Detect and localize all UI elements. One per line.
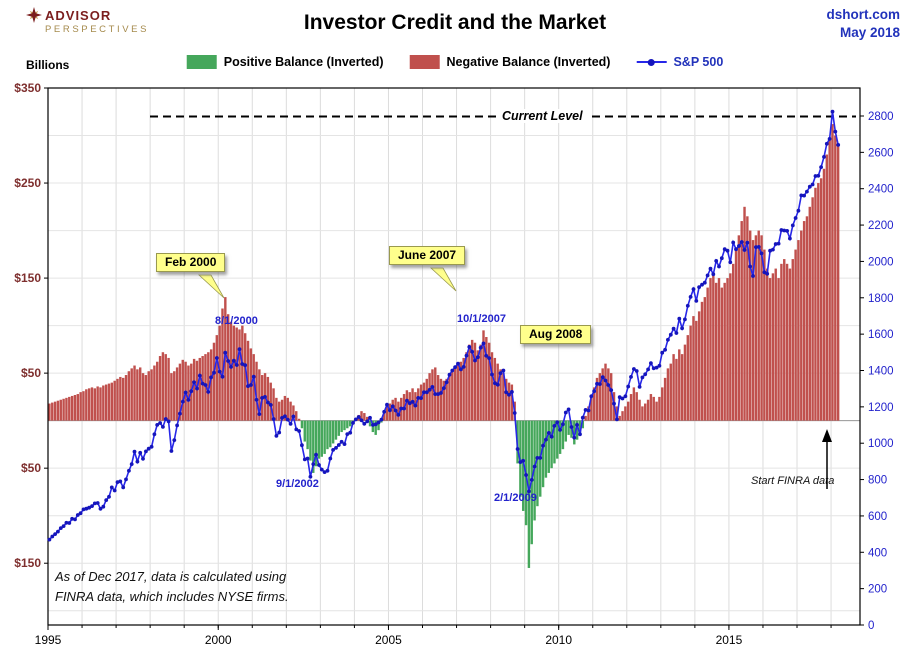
compass-rose-icon [26,7,42,23]
chart-legend: Positive Balance (Inverted) Negative Bal… [186,55,723,69]
source-date: May 2018 [839,25,900,41]
date-label-9-1-2002: 9/1/2002 [276,478,319,490]
legend-positive-label: Positive Balance (Inverted) [223,55,384,69]
svg-text:1600: 1600 [868,329,894,341]
svg-text:1200: 1200 [868,402,894,414]
date-label-8-1-2000: 8/1/2000 [215,315,258,327]
svg-text:$50: $50 [21,366,41,380]
svg-text:2800: 2800 [868,111,894,123]
current-level-label: Current Level [496,109,589,123]
svg-text:$150: $150 [14,556,41,570]
callout-june-2007: June 2007 [389,246,466,265]
note-line-1: As of Dec 2017, data is calculated using [55,569,287,584]
logo-perspectives-text: PERSPECTIVES [45,24,150,35]
positive-balance-swatch [186,55,217,69]
date-label-2-1-2009: 2/1/2009 [494,492,537,504]
advisor-perspectives-logo: ADVISOR PERSPECTIVES [26,7,149,35]
callout-feb-2000: Feb 2000 [156,253,226,272]
legend-negative-label: Negative Balance (Inverted) [446,55,611,69]
note-line-2: FINRA data, which includes NYSE firms. [55,588,289,604]
svg-text:2200: 2200 [868,220,894,232]
callout-feb-2000-pointer [198,274,225,299]
date-label-10-1-2007: 10/1/2007 [457,313,506,325]
svg-text:800: 800 [868,475,887,487]
svg-text:$250: $250 [14,176,41,190]
svg-text:1995: 1995 [35,633,62,647]
svg-text:200: 200 [868,584,887,596]
svg-text:2010: 2010 [545,633,572,647]
legend-item-sp500: S&P 500 [636,55,723,69]
start-finra-arrow-icon [822,429,832,489]
svg-text:1000: 1000 [868,438,894,450]
svg-text:2000: 2000 [205,633,232,647]
data-source-note: As of Dec 2017, data is calculated using… [55,567,289,606]
page-title: Investor Credit and the Market [303,11,607,34]
svg-text:600: 600 [868,511,887,523]
sp500-line-sample-icon [636,55,667,69]
legend-sp500-label: S&P 500 [673,55,724,69]
svg-text:2400: 2400 [868,184,894,196]
svg-text:$50: $50 [21,461,41,475]
svg-text:$150: $150 [14,271,41,285]
svg-text:400: 400 [868,547,887,559]
start-finra-label: Start FINRA data [751,475,835,487]
svg-text:2005: 2005 [375,633,402,647]
legend-item-positive: Positive Balance (Inverted) [186,55,384,69]
svg-text:0: 0 [868,620,874,632]
left-axis-title: Billions [26,58,70,72]
logo-advisor-text: ADVISOR [45,7,112,23]
svg-text:1400: 1400 [868,365,894,377]
negative-balance-swatch [409,55,440,69]
svg-text:2600: 2600 [868,147,894,159]
callout-aug-2008: Aug 2008 [520,325,592,344]
source-block: dshort.com May 2018 [826,6,900,42]
svg-text:2000: 2000 [868,256,894,268]
svg-text:2015: 2015 [716,633,743,647]
callout-june-2007-pointer [430,267,457,292]
legend-item-negative: Negative Balance (Inverted) [409,55,611,69]
svg-text:1800: 1800 [868,293,894,305]
svg-text:$350: $350 [14,81,41,95]
source-site: dshort.com [826,7,900,22]
